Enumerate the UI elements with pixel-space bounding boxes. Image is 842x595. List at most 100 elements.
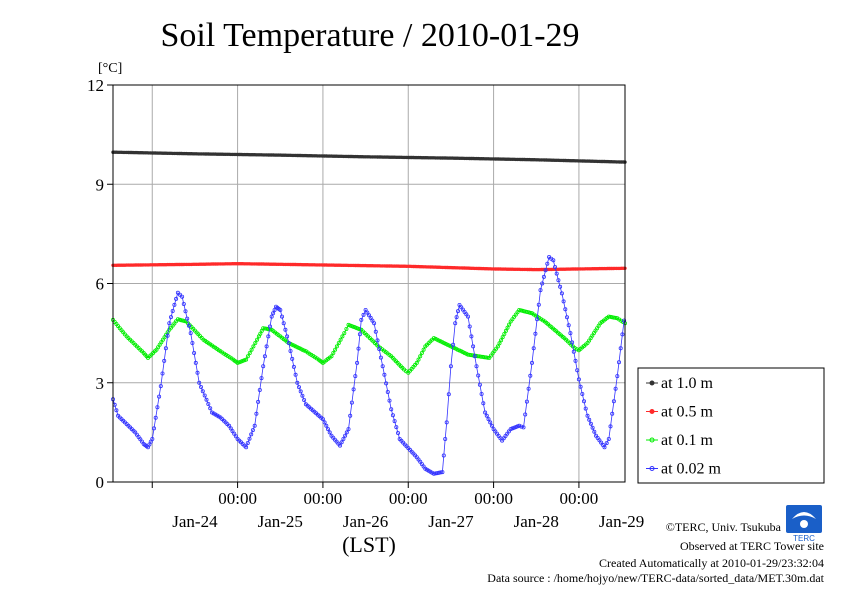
data-point: [565, 315, 570, 320]
legend-box: [637, 367, 825, 484]
data-point: [438, 470, 443, 475]
data-point: [160, 371, 165, 376]
data-point: [389, 407, 394, 412]
data-point: [155, 405, 160, 410]
data-point: [561, 299, 566, 304]
legend: at 1.0 m at 0.5 m at 0.1 m at 0.02 m: [637, 367, 825, 484]
data-point: [551, 258, 556, 263]
data-point: [365, 310, 370, 315]
data-point: [157, 394, 162, 399]
data-point: [604, 441, 609, 446]
data-point: [195, 370, 200, 375]
data-point: [291, 364, 296, 369]
data-point: [500, 335, 505, 340]
data-point: [503, 328, 508, 333]
data-point: [613, 386, 618, 391]
data-point: [257, 387, 262, 392]
data-point: [618, 346, 623, 351]
data-point: [499, 338, 504, 343]
data-point: [182, 319, 187, 324]
data-point: [382, 372, 387, 377]
data-point: [168, 315, 173, 320]
data-point: [611, 399, 616, 404]
data-point: [481, 401, 486, 406]
data-point: [474, 364, 479, 369]
data-point: [336, 340, 341, 345]
x-tick-date-label: Jan-28: [514, 512, 559, 531]
data-point: [293, 372, 298, 377]
data-point: [165, 333, 170, 338]
data-point: [267, 324, 272, 329]
data-point: [488, 420, 493, 425]
data-point: [540, 281, 545, 286]
data-point: [467, 324, 472, 329]
data-point: [298, 389, 303, 394]
legend-entry: at 0.5 m: [646, 404, 714, 421]
data-point: [444, 420, 449, 425]
data-point: [517, 423, 522, 428]
data-point: [608, 424, 613, 429]
x-tick-date-label: Jan-27: [428, 512, 474, 531]
data-point: [233, 434, 238, 439]
data-point: [349, 400, 354, 405]
data-point: [606, 436, 611, 441]
data-point: [356, 346, 361, 351]
data-point: [344, 430, 349, 435]
data-point: [348, 413, 353, 418]
data-point: [571, 349, 576, 354]
data-point: [353, 374, 358, 379]
y-tick-label: 0: [96, 473, 105, 492]
data-point: [416, 357, 421, 362]
data-point: [390, 413, 395, 418]
data-point: [563, 307, 568, 312]
data-point: [339, 440, 344, 445]
legend-entry: at 0.02 m: [646, 461, 722, 478]
data-point: [479, 391, 484, 396]
data-point: [198, 384, 203, 389]
data-point: [477, 382, 482, 387]
data-point: [575, 368, 580, 373]
data-point: [283, 327, 288, 332]
data-point: [278, 307, 283, 312]
data-point: [252, 423, 257, 428]
data-point: [502, 331, 507, 336]
data-point: [338, 337, 343, 342]
data-point: [451, 342, 456, 347]
data-point: [244, 445, 249, 450]
data-point: [495, 344, 500, 349]
legend-swatch-marker: [649, 437, 655, 443]
data-point: [200, 389, 205, 394]
data-point: [476, 373, 481, 378]
data-point: [175, 317, 180, 322]
data-point: [483, 410, 488, 415]
data-point: [384, 381, 389, 386]
data-point: [469, 334, 474, 339]
data-point: [340, 334, 345, 339]
data-point: [249, 432, 254, 437]
legend-swatch-marker: [649, 466, 655, 471]
legend-swatch-marker: [649, 409, 655, 414]
data-point: [179, 318, 184, 323]
data-point: [440, 470, 445, 475]
data-point: [247, 350, 252, 355]
data-point: [285, 334, 290, 339]
data-point: [204, 397, 209, 402]
data-point: [486, 417, 491, 422]
data-point: [190, 340, 195, 345]
y-tick-label: 6: [96, 275, 105, 294]
data-point: [519, 424, 524, 429]
data-point: [526, 386, 531, 391]
plot-frame: [112, 84, 626, 483]
data-point: [281, 321, 286, 326]
data-point: [256, 399, 261, 404]
data-point: [286, 340, 291, 345]
legend-label: at 1.0 m: [661, 375, 714, 392]
data-point: [158, 384, 163, 389]
data-point: [150, 436, 155, 441]
data-point: [302, 397, 307, 402]
data-point: [261, 364, 266, 369]
data-point: [272, 307, 277, 312]
x-tick-time-label: 00:00: [218, 489, 257, 508]
